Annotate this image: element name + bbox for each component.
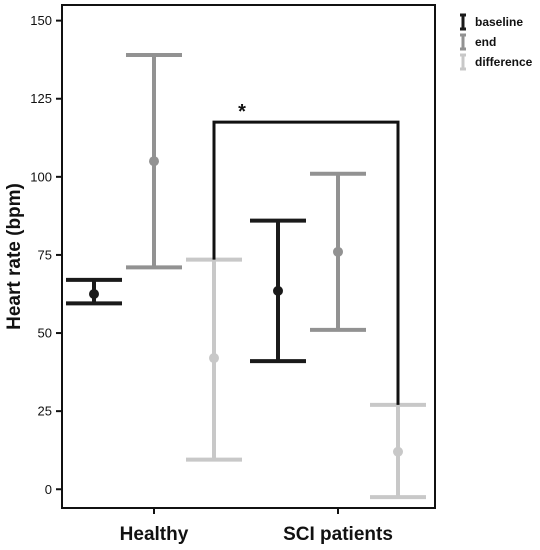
legend-label: difference xyxy=(475,55,533,69)
legend-label: baseline xyxy=(475,15,523,29)
y-tick-label: 150 xyxy=(30,13,52,28)
significance-star: * xyxy=(238,101,246,123)
mean-point xyxy=(149,156,159,167)
y-tick-label: 50 xyxy=(38,326,52,341)
y-axis: 0 25 50 75 100 125 150 xyxy=(30,13,62,497)
mean-point xyxy=(89,288,99,299)
y-tick-label: 25 xyxy=(38,404,52,419)
series-layer xyxy=(66,52,426,500)
x-axis: Healthy SCI patients xyxy=(120,508,393,545)
y-tick-label: 75 xyxy=(38,247,52,262)
y-tick-label: 0 xyxy=(45,482,52,497)
significance-bracket: * xyxy=(212,101,400,405)
legend-label: end xyxy=(475,35,496,49)
series-difference xyxy=(186,257,426,500)
plot-frame xyxy=(61,4,436,509)
x-category-label: Healthy xyxy=(120,524,189,545)
legend-item: difference xyxy=(460,53,533,71)
y-axis-title: Heart rate (bpm) xyxy=(4,183,25,330)
legend-item: end xyxy=(460,33,496,51)
legend: baseline end difference xyxy=(460,13,533,71)
plot-border xyxy=(61,4,436,509)
y-tick-label: 100 xyxy=(30,169,52,184)
mean-point xyxy=(333,246,343,257)
legend-item: baseline xyxy=(460,13,523,31)
mean-point xyxy=(209,353,219,364)
mean-point xyxy=(393,446,403,457)
y-tick-label: 125 xyxy=(30,91,52,106)
x-category-label: SCI patients xyxy=(283,524,393,545)
series-end xyxy=(126,52,366,332)
significance-line xyxy=(212,120,400,405)
series-baseline xyxy=(66,218,306,364)
mean-point xyxy=(273,285,283,296)
